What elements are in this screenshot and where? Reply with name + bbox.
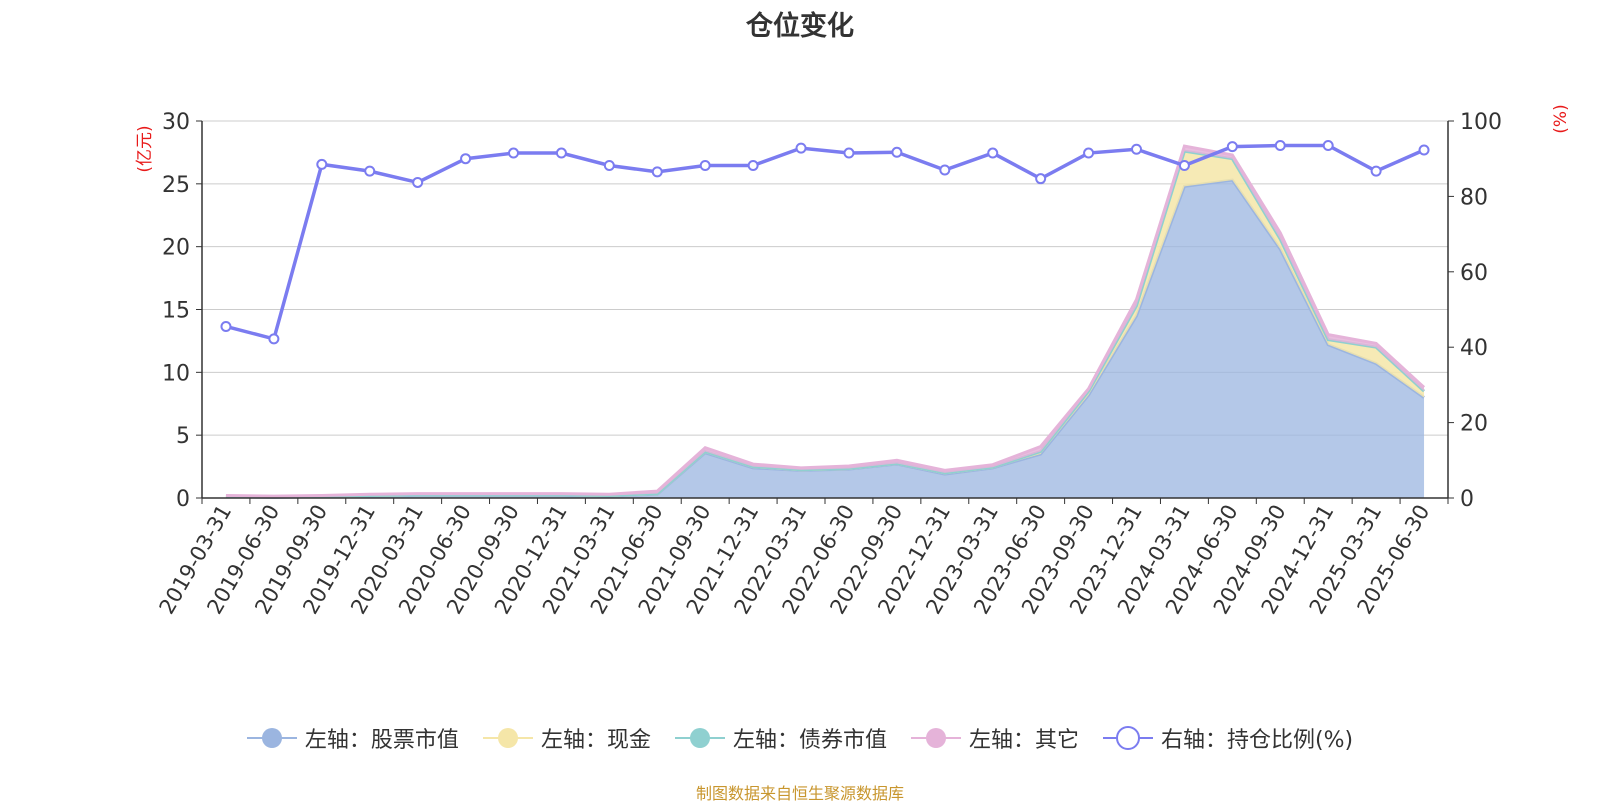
- legend-label-stock: 左轴：股票市值: [304, 728, 459, 753]
- ratio-point: [939, 164, 951, 176]
- ratio-point: [316, 158, 328, 170]
- ratio-point: [1274, 140, 1286, 152]
- ratio-point: [1322, 140, 1334, 152]
- ratio-point: [1370, 165, 1382, 177]
- ratio-point: [220, 320, 232, 332]
- ratio-point: [460, 153, 472, 165]
- ratio-point: [699, 159, 711, 171]
- ratio-point: [1178, 159, 1190, 171]
- legend-item-bond[interactable]: 左轴：债券市值: [674, 722, 887, 754]
- y-left-tick-label: 5: [176, 424, 190, 449]
- legend-marker-stock-icon: [246, 728, 297, 748]
- legend-label-ratio: 右轴：持仓比例(%): [1160, 728, 1354, 753]
- legend-item-cash[interactable]: 左轴：现金: [482, 722, 651, 754]
- ratio-point: [1083, 147, 1095, 159]
- legend-marker-ratio-icon: [1102, 726, 1153, 750]
- ratio-point: [891, 146, 903, 158]
- ratio-point: [651, 166, 663, 178]
- legend-marker-cash-icon: [482, 728, 533, 748]
- y-left-tick-label: 0: [176, 487, 190, 512]
- ratio-point: [1131, 143, 1142, 155]
- ratio-point: [1226, 141, 1238, 153]
- y-right-tick-label: 60: [1460, 261, 1488, 286]
- ratio-point: [364, 165, 376, 177]
- legend-item-other[interactable]: 左轴：其它: [910, 722, 1079, 754]
- legend-label-cash: 左轴：现金: [540, 728, 651, 753]
- legend-item-ratio[interactable]: 右轴：持仓比例(%): [1102, 722, 1354, 754]
- legend-label-other: 左轴：其它: [968, 728, 1079, 753]
- y-left-tick-label: 25: [162, 173, 190, 198]
- ratio-point: [1418, 144, 1430, 156]
- area-edge-other: [225, 144, 1426, 498]
- y-right-tick-label: 80: [1460, 185, 1488, 210]
- ratio-line: [225, 143, 1425, 342]
- ratio-point: [412, 176, 424, 188]
- ratio-point: [795, 142, 807, 154]
- y-right-tick-label: 100: [1460, 110, 1502, 135]
- chart-title: 仓位变化: [746, 11, 854, 42]
- y-right-tick-label: 20: [1460, 412, 1488, 437]
- y-left-tick-label: 30: [162, 110, 190, 135]
- legend-marker-bond-icon: [674, 728, 725, 748]
- y-right-tick-label: 40: [1460, 336, 1488, 361]
- y-left-tick-label: 10: [162, 361, 190, 386]
- legend-marker-other-icon: [910, 728, 961, 748]
- ratio-point: [603, 159, 615, 171]
- ratio-point: [987, 147, 999, 159]
- y-left-tick-label: 20: [162, 236, 190, 261]
- y-right-tick-label: 0: [1460, 487, 1474, 512]
- y-right-axis-unit: (%): [1551, 104, 1571, 133]
- data-source-note: 制图数据来自恒生聚源数据库: [695, 784, 904, 803]
- area-stock: [225, 180, 1425, 498]
- ratio-point: [843, 147, 855, 159]
- legend-item-stock[interactable]: 左轴：股票市值: [246, 722, 459, 754]
- ratio-point: [508, 147, 519, 159]
- y-left-tick-label: 15: [162, 299, 190, 324]
- y-left-axis-unit: (亿元): [135, 125, 155, 172]
- chart-legend: 左轴：股票市值 左轴：现金 左轴：债券市值 左轴：其它 右轴：持仓比例(%): [0, 722, 1600, 754]
- ratio-point: [555, 147, 567, 159]
- ratio-point: [268, 333, 280, 345]
- legend-label-bond: 左轴：债券市值: [732, 728, 887, 753]
- ratio-point: [1035, 173, 1047, 185]
- ratio-point: [747, 159, 759, 171]
